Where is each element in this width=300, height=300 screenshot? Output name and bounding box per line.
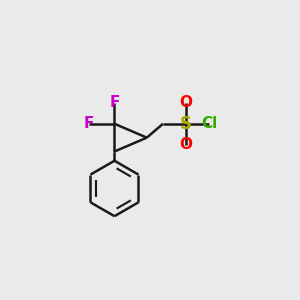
Text: S: S [180, 115, 192, 133]
Text: O: O [180, 137, 193, 152]
Text: F: F [109, 95, 120, 110]
Text: O: O [180, 95, 193, 110]
Text: F: F [84, 116, 94, 131]
Text: Cl: Cl [201, 116, 217, 131]
